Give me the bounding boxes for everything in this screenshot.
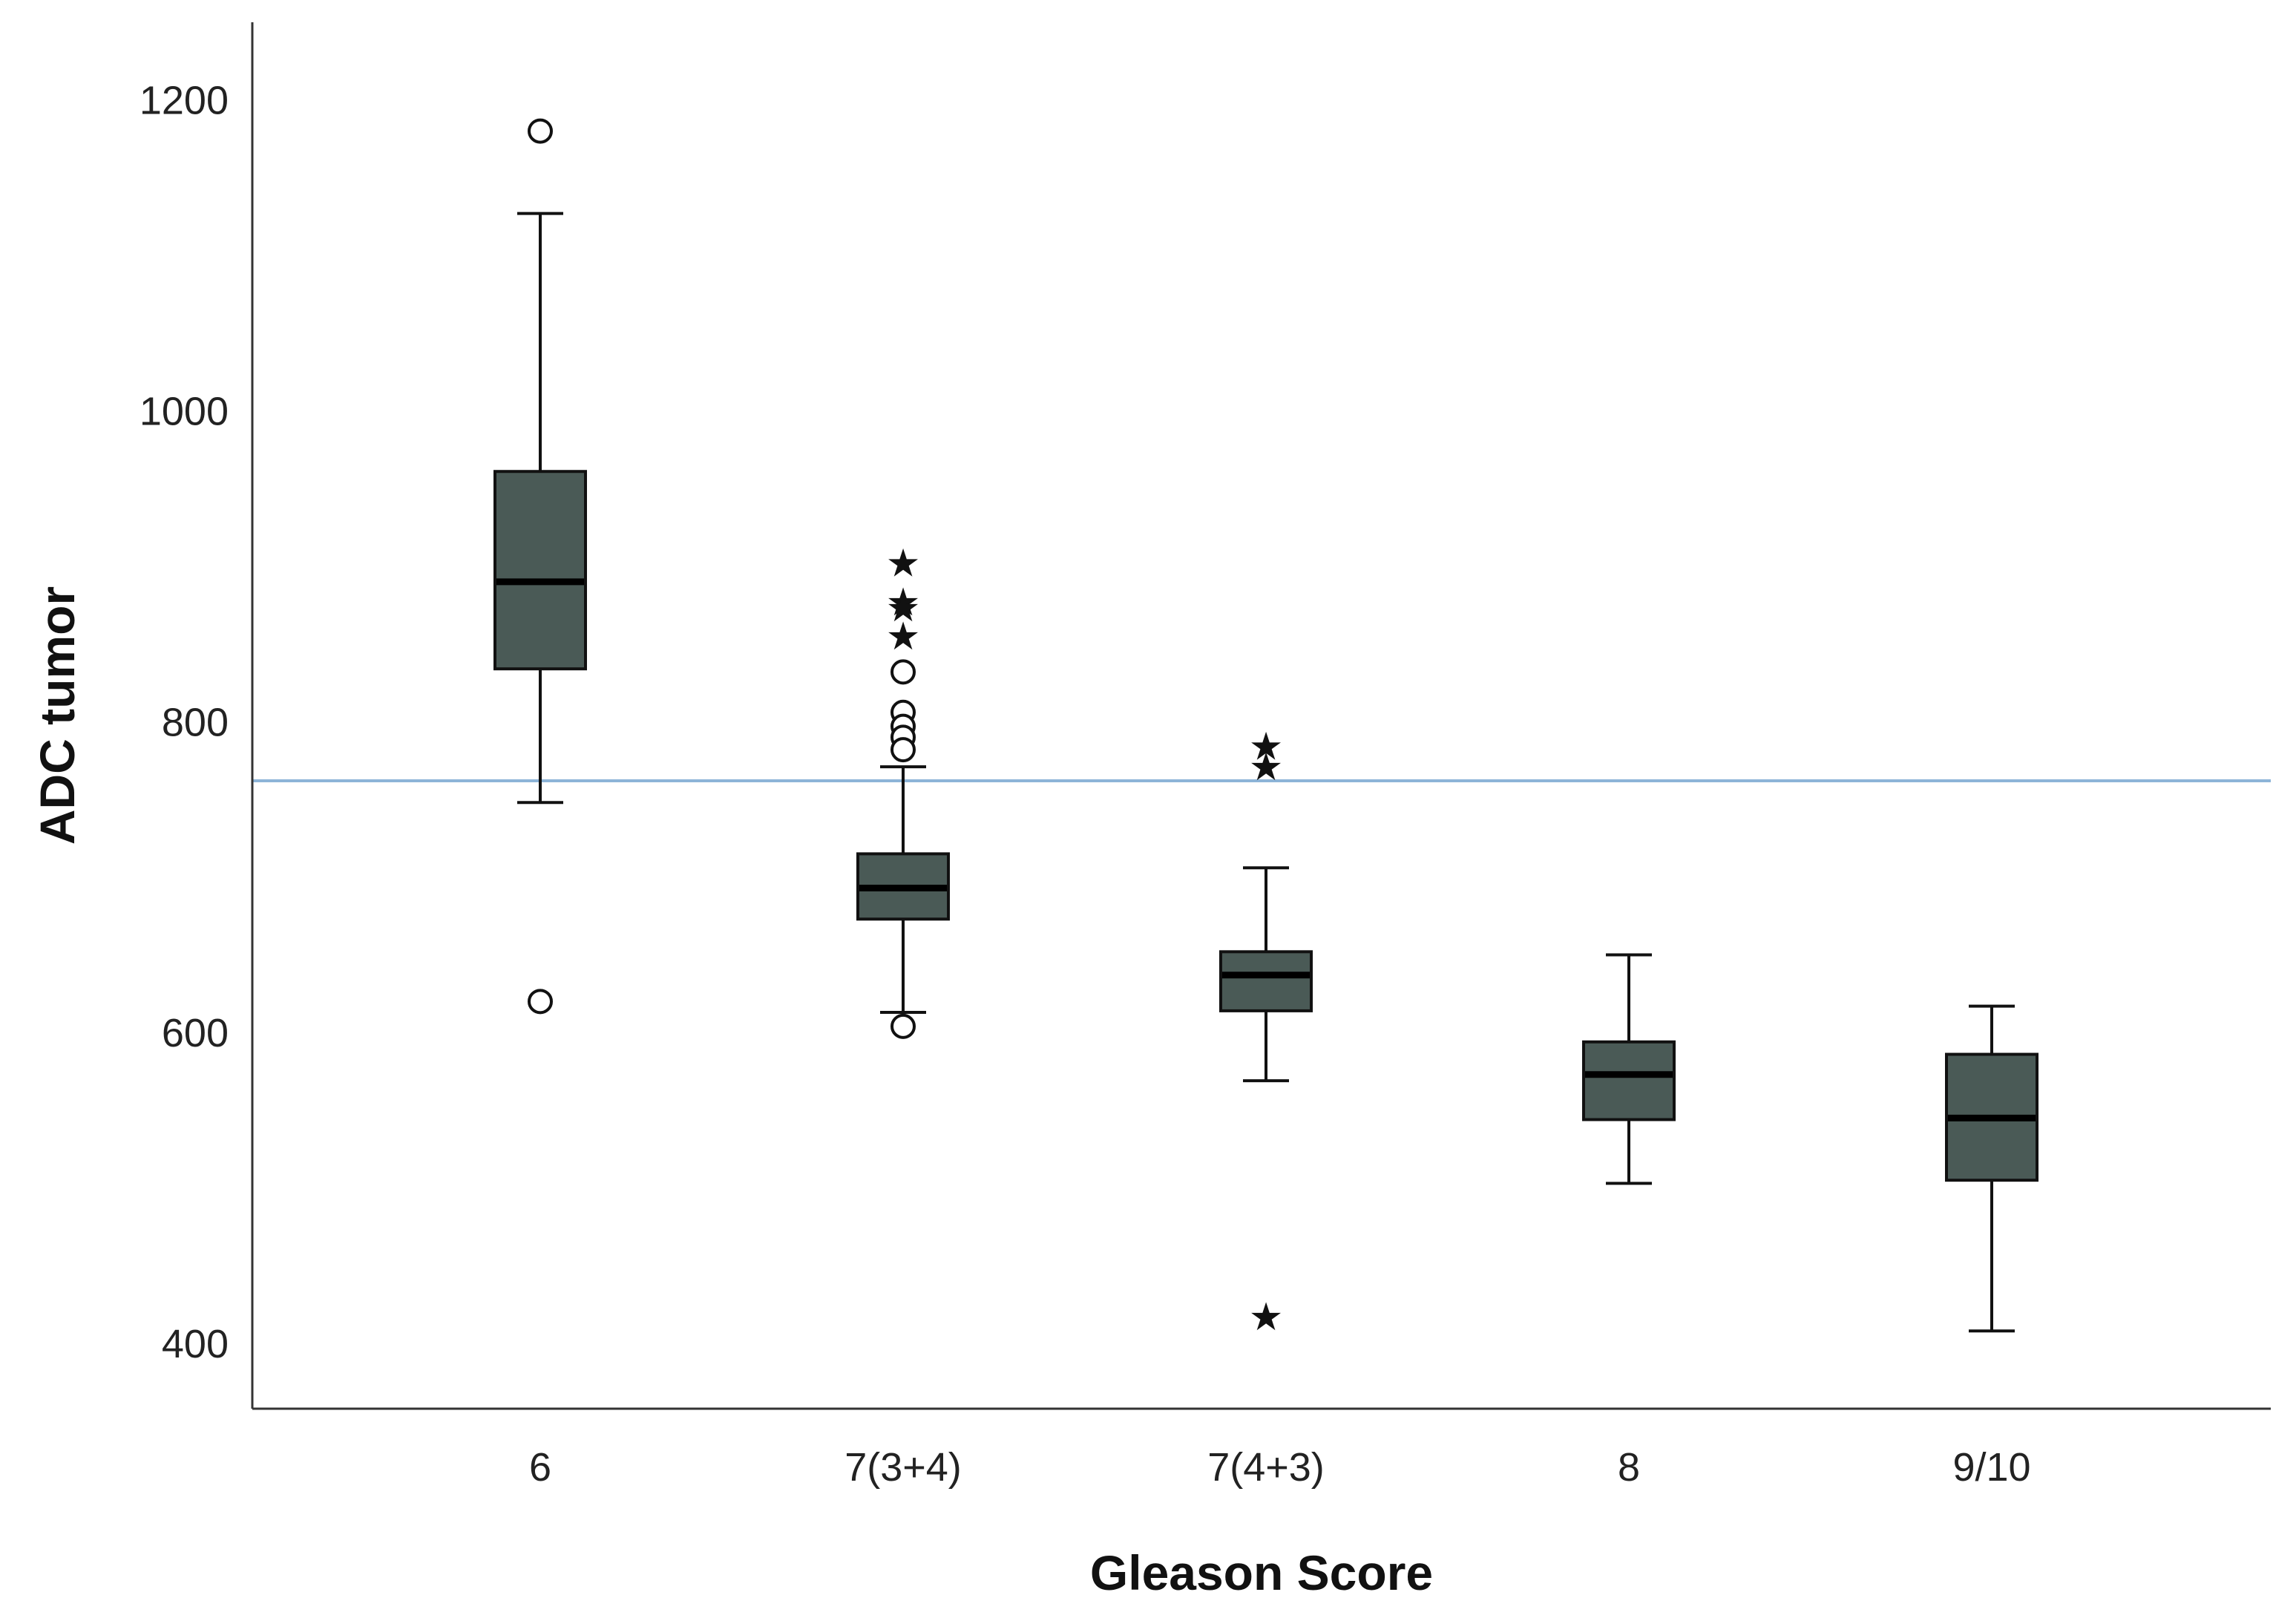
iqr-box bbox=[493, 470, 587, 671]
extreme-point: ★ bbox=[886, 586, 921, 631]
extreme-point: ★ bbox=[886, 541, 921, 586]
axis-layer bbox=[251, 22, 2271, 1410]
x-axis-title: Gleason Score bbox=[1090, 1545, 1433, 1600]
y-axis-title: ADC tumor bbox=[30, 586, 85, 845]
x-tick-label: 8 bbox=[1618, 1445, 1640, 1490]
outlier-point bbox=[528, 989, 553, 1015]
y-tick-label: 1200 bbox=[140, 79, 229, 123]
y-tick-label: 600 bbox=[162, 1011, 229, 1055]
outlier-point bbox=[890, 737, 916, 763]
outlier-point bbox=[890, 659, 916, 685]
box-layer: ★★★★★★★ bbox=[493, 118, 2038, 1340]
x-tick-label: 7(3+4) bbox=[844, 1445, 962, 1490]
extreme-point: ★ bbox=[886, 615, 921, 659]
extreme-point: ★ bbox=[886, 580, 921, 625]
tick-label-layer: 400 600 800 1000 1200 6 7(3+4) 7(4+3) 8 9/10 bbox=[140, 79, 2031, 1490]
x-tick-label: 7(4+3) bbox=[1207, 1445, 1325, 1490]
extreme-point: ★ bbox=[1249, 745, 1284, 790]
box-group bbox=[1945, 1004, 2038, 1333]
y-tick-label: 800 bbox=[162, 700, 229, 744]
iqr-box bbox=[1219, 950, 1313, 1012]
outlier-point bbox=[890, 1013, 916, 1039]
extreme-point: ★ bbox=[1249, 725, 1284, 770]
box-group bbox=[493, 118, 587, 1015]
box-group: ★★★★ bbox=[856, 541, 950, 1039]
x-tick-label: 6 bbox=[529, 1445, 551, 1490]
extreme-point: ★ bbox=[1249, 1295, 1284, 1340]
box-group: ★★★ bbox=[1219, 725, 1313, 1340]
y-tick-label: 1000 bbox=[140, 390, 229, 434]
y-tick-label: 400 bbox=[162, 1322, 229, 1366]
x-tick-label: 9/10 bbox=[1952, 1445, 2030, 1490]
iqr-box bbox=[1582, 1040, 1676, 1121]
outlier-point bbox=[528, 118, 553, 144]
box-group bbox=[1582, 953, 1676, 1185]
